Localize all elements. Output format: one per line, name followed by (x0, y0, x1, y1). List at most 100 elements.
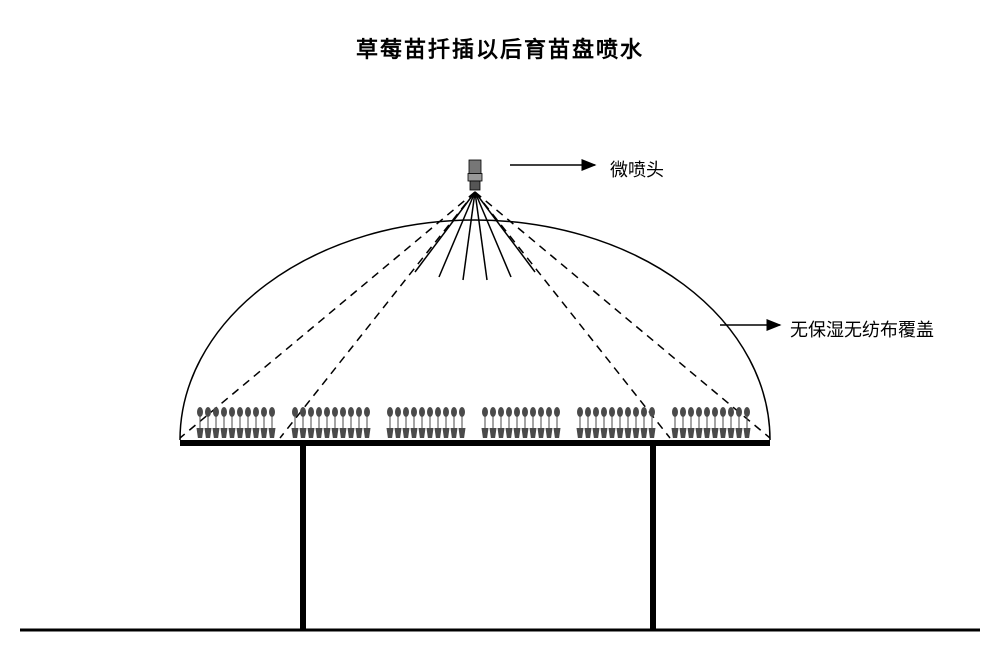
seedling-pot (213, 428, 220, 438)
seedling-leaf (490, 407, 496, 417)
seedling-leaf (403, 407, 409, 417)
seedling-leaf (712, 407, 718, 417)
seedling-pot (300, 428, 307, 438)
seedling-pot (577, 428, 584, 438)
seedling-pot (197, 428, 204, 438)
spray-line-outer (280, 192, 475, 438)
seedling-pot (728, 428, 735, 438)
nozzle-label: 微喷头 (610, 156, 664, 182)
seedling-pot (514, 428, 521, 438)
seedling-leaf (332, 407, 338, 417)
seedling-leaf (680, 407, 686, 417)
spray-line-outer (475, 192, 670, 438)
seedling-pot (625, 428, 632, 438)
seedling-pot (744, 428, 751, 438)
seedling-leaf (427, 407, 433, 417)
table-leg-left (300, 446, 306, 630)
seedling-leaf (498, 407, 504, 417)
seedling-pot (451, 428, 458, 438)
seedling-leaf (633, 407, 639, 417)
seedling-pot (688, 428, 695, 438)
seedling-leaf (696, 407, 702, 417)
seedling-pot (419, 428, 426, 438)
seedling-leaf (482, 407, 488, 417)
seedling-leaf (300, 407, 306, 417)
seedling-leaf (245, 407, 251, 417)
seedling-pot (221, 428, 228, 438)
seedling-leaf (593, 407, 599, 417)
seedling-pot (522, 428, 529, 438)
seedling-pot (324, 428, 331, 438)
nozzle-body-top (469, 160, 481, 174)
table-top (180, 440, 770, 446)
seedling-leaf (506, 407, 512, 417)
seedling-leaf (704, 407, 710, 417)
seedling-pot (356, 428, 363, 438)
seedling-leaf (387, 407, 393, 417)
seedling-leaf (229, 407, 235, 417)
cover-label: 无保湿无纺布覆盖 (790, 316, 934, 342)
seedling-pot (538, 428, 545, 438)
seedling-pot (593, 428, 600, 438)
seedling-pot (712, 428, 719, 438)
seedling-pot (237, 428, 244, 438)
seedling-pot (680, 428, 687, 438)
seedling-leaf (221, 407, 227, 417)
seedling-leaf (451, 407, 457, 417)
seedling-leaf (585, 407, 591, 417)
seedling-leaf (356, 407, 362, 417)
seedling-pot (411, 428, 418, 438)
seedling-pot (205, 428, 212, 438)
seedling-leaf (736, 407, 742, 417)
seedling-leaf (744, 407, 750, 417)
seedling-pot (506, 428, 513, 438)
seedling-leaf (419, 407, 425, 417)
dome-cover (180, 220, 770, 440)
seedling-pot (364, 428, 371, 438)
seedling-pot (554, 428, 561, 438)
seedling-leaf (649, 407, 655, 417)
seedling-leaf (340, 407, 346, 417)
seedling-leaf (546, 407, 552, 417)
seedling-pot (720, 428, 727, 438)
seedling-pot (546, 428, 553, 438)
seedling-pot (736, 428, 743, 438)
seedling-pot (253, 428, 260, 438)
seedling-pot (443, 428, 450, 438)
seedling-leaf (514, 407, 520, 417)
seedling-leaf (324, 407, 330, 417)
seedling-pot (672, 428, 679, 438)
seedling-leaf (348, 407, 354, 417)
seedling-leaf (253, 407, 259, 417)
seedling-leaf (308, 407, 314, 417)
seedling-pot (585, 428, 592, 438)
seedling-leaf (197, 407, 203, 417)
table-leg-right (650, 446, 656, 630)
seedling-pot (269, 428, 276, 438)
seedling-pot (696, 428, 703, 438)
seedling-leaf (316, 407, 322, 417)
seedling-leaf (261, 407, 267, 417)
seedling-pot (340, 428, 347, 438)
seedling-pot (435, 428, 442, 438)
nozzle-body-mid (468, 174, 482, 182)
seedling-pot (633, 428, 640, 438)
seedling-leaf (554, 407, 560, 417)
seedling-leaf (269, 407, 275, 417)
seedling-pot (609, 428, 616, 438)
seedling-leaf (530, 407, 536, 417)
seedling-pot (245, 428, 252, 438)
seedling-leaf (522, 407, 528, 417)
seedling-pot (459, 428, 466, 438)
spray-line-outer (180, 192, 475, 438)
seedling-pot (498, 428, 505, 438)
seedling-pot (641, 428, 648, 438)
seedling-leaf (577, 407, 583, 417)
seedling-pot (601, 428, 608, 438)
seedling-pot (617, 428, 624, 438)
seedling-pot (649, 428, 656, 438)
seedling-leaf (364, 407, 370, 417)
seedling-pot (292, 428, 299, 438)
seedling-pot (229, 428, 236, 438)
seedling-pot (403, 428, 410, 438)
